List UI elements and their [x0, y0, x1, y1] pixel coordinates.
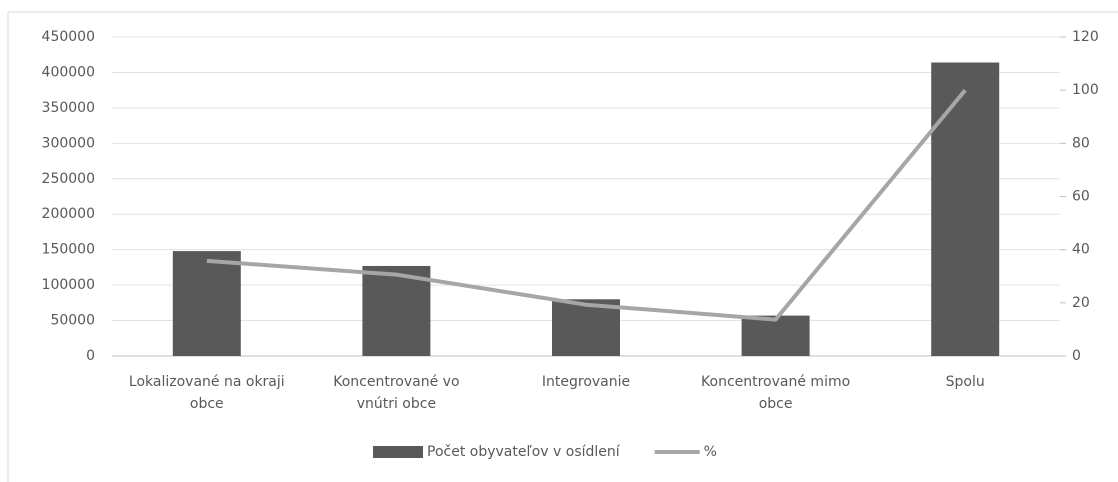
bar: [172, 251, 241, 356]
legend-label: %: [704, 444, 717, 460]
x-tick-label: Lokalizované na okraji obce: [128, 374, 285, 412]
y2-tick-label: 100: [1072, 82, 1099, 98]
y2-tick-label: 0: [1072, 348, 1081, 364]
y2-tick-label: 80: [1072, 135, 1090, 151]
x-tick-label: Koncentrované mimo obce: [701, 374, 851, 412]
bar: [362, 265, 431, 356]
line: [206, 88, 967, 322]
y-tick-label: 150000: [42, 242, 95, 258]
legend-swatch: [373, 446, 423, 458]
y-tick-label: 400000: [42, 64, 95, 80]
y2-tick-label: 40: [1072, 242, 1090, 258]
bar: [552, 299, 620, 356]
y-tick-label: 50000: [50, 313, 95, 329]
x-tick-label: Spolu: [945, 374, 985, 390]
y-tick-label: 450000: [42, 29, 95, 45]
bar: [741, 315, 810, 356]
bar: [931, 62, 1000, 357]
y-tick-label: 100000: [42, 277, 95, 293]
x-tick-label: Integrovanie: [541, 374, 631, 390]
legend-label: Počet obyvateľov v osídlení: [427, 444, 621, 460]
y2-tick-label: 60: [1072, 189, 1090, 205]
x-tick-label: Koncentrované vo vnútri obce: [333, 374, 460, 412]
y-tick-label: 300000: [42, 135, 95, 151]
y-tick-label: 350000: [42, 100, 95, 116]
y-tick-label: 0: [86, 348, 95, 364]
y-tick-label: 200000: [42, 206, 95, 222]
y2-tick-label: 20: [1072, 295, 1090, 311]
y2-tick-label: 120: [1072, 29, 1099, 45]
y-tick-label: 250000: [42, 171, 95, 187]
